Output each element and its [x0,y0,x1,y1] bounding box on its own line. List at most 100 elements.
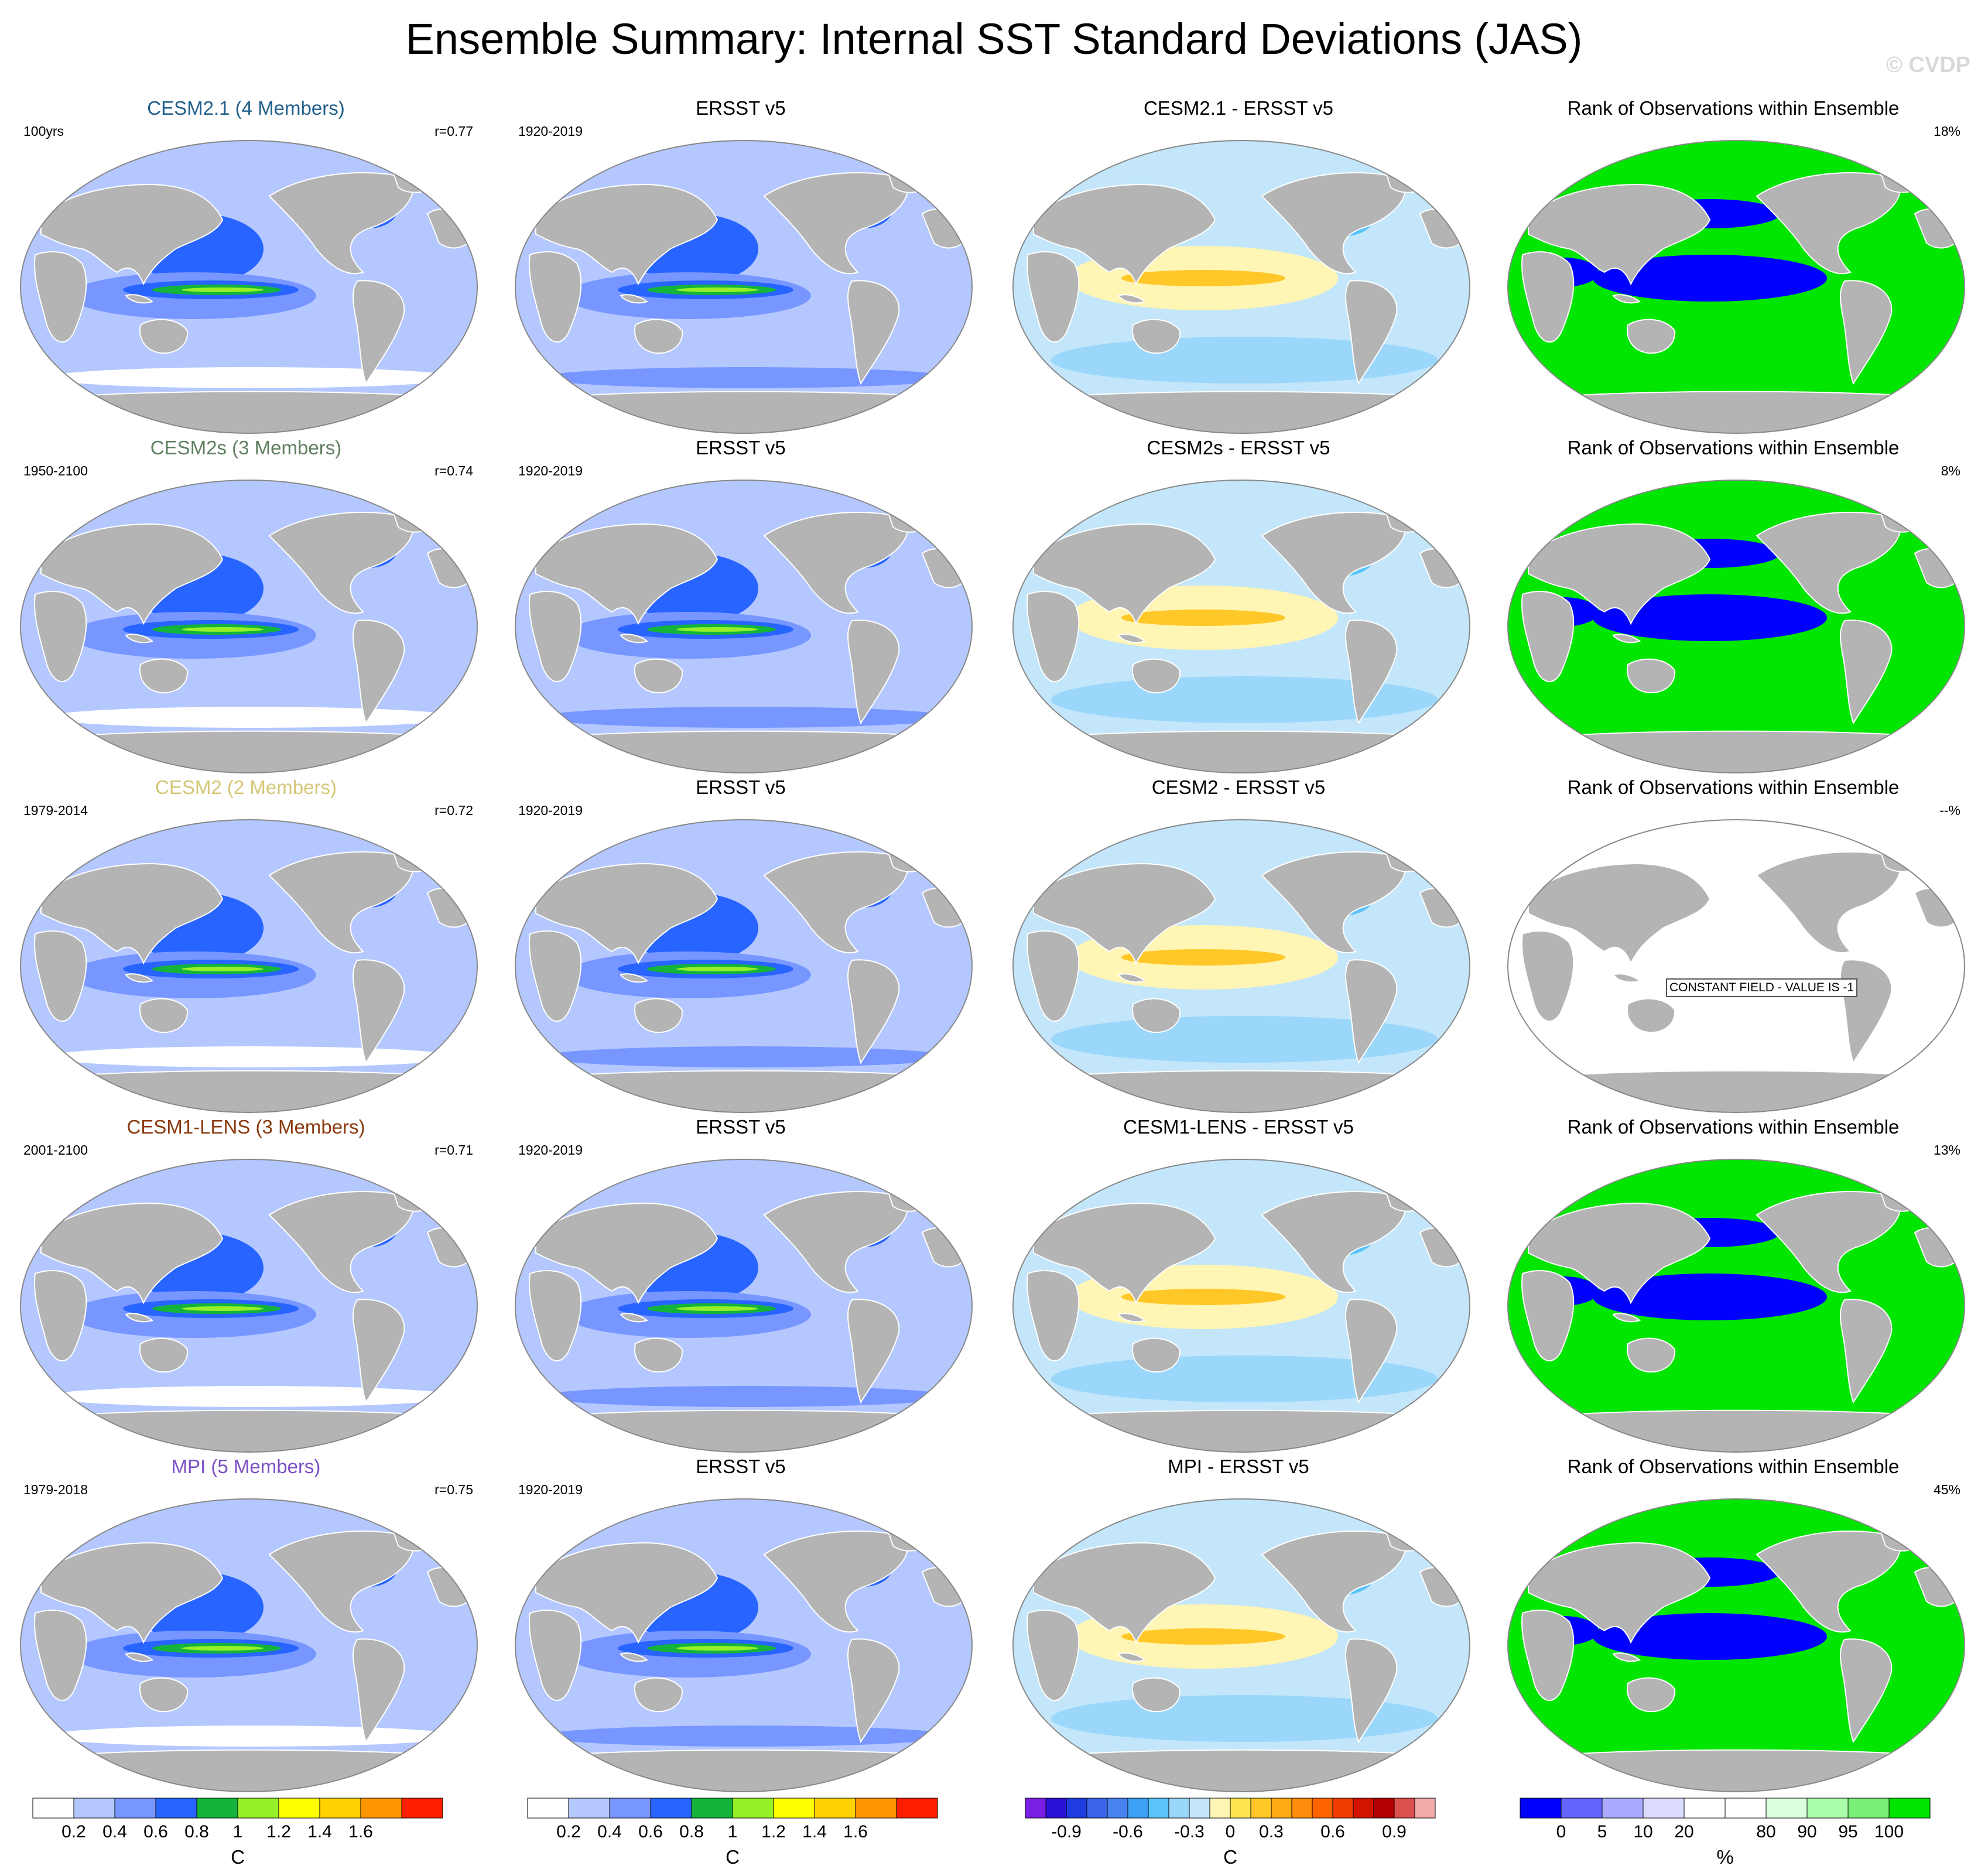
colorbar-swatches [1025,1798,1436,1819]
colorbar-swatch [73,1798,115,1819]
colorbar-tick-label: -0.6 [1113,1822,1143,1841]
colorbar-swatch [1189,1798,1210,1819]
model-panel-title: CESM1-LENS (3 Members) [126,1116,365,1138]
colorbar-swatch [1888,1798,1931,1819]
obs-panel-title: ERSST v5 [696,776,786,798]
pattern-correlation: r=0.77 [434,124,473,139]
colorbar-swatch [1025,1798,1046,1819]
panel-diff-row3: CESM2 - ERSST v5 [1004,776,1473,1113]
pattern-correlation: r=0.75 [434,1482,473,1497]
diff-panel-title: CESM2.1 - ERSST v5 [1144,97,1333,119]
colorbar-tick-label: -0.3 [1174,1822,1205,1841]
globe-outline [1012,819,1470,1113]
colorbar-swatch [1847,1798,1890,1819]
globe-outline [1012,480,1470,773]
colorbar-tick-label: 1.4 [307,1822,332,1841]
colorbar-swatch [773,1798,815,1819]
rank-map [1507,480,1965,773]
enso-anomaly [1121,949,1285,966]
colorbar-tick-label: 1.2 [761,1822,786,1841]
colorbar-swatch [1086,1798,1108,1819]
globe-outline [515,1159,973,1453]
globe-outline [515,480,973,773]
globe-outline [1507,140,1965,434]
colorbar-tick-label: 1 [727,1822,738,1841]
period-label: 1950-2100 [23,463,88,478]
colorbar-tick-label: 1.2 [266,1822,291,1841]
rank-percentage: 45% [1933,1482,1960,1497]
colorbar-swatch [1250,1798,1272,1819]
colorbar-unit: C [1223,1846,1237,1868]
panel-diff-row5: MPI - ERSST v5 [1004,1455,1473,1792]
colorbar-unit: C [231,1846,245,1868]
colorbar-stddev-obs: 0.2 0.4 0.6 0.8 1 1.2 1.4 1.6 C [527,1798,972,1868]
colorbar-swatch [1806,1798,1849,1819]
model-panel-title: CESM2 (2 Members) [155,776,337,798]
period-label: 1920-2019 [518,1142,583,1158]
colorbar-swatch [1312,1798,1333,1819]
colorbar-swatch [196,1798,238,1819]
rank-panel-title: Rank of Observations within Ensemble [1567,1456,1900,1477]
colorbar-swatch [1602,1798,1644,1819]
colorbar-tick-label: 0.4 [102,1822,127,1841]
panel-rank-row5: Rank of Observations within Ensemble 45% [1499,1455,1968,1792]
colorbar-tick-label: 0 [1556,1822,1566,1841]
colorbar-swatch [1414,1798,1436,1819]
enso-anomaly [1121,1628,1285,1645]
southern-ocean-band [47,1046,457,1067]
model-map [20,819,478,1113]
colorbar-swatch [527,1798,569,1819]
colorbar-swatch [1561,1798,1603,1819]
tropical-rank-low [1593,1613,1827,1660]
globe-outline [515,140,973,434]
period-label: 1920-2019 [518,463,583,478]
colorbar-swatches [527,1798,938,1819]
panel-rank-row3: Rank of Observations within Ensemble --% C… [1499,776,1968,1113]
obs-map [515,1498,973,1792]
colorbar-swatch [568,1798,610,1819]
colorbar-tick-label: 0.2 [556,1822,581,1841]
enso-band-inner [182,1306,264,1311]
period-label: 1979-2014 [23,803,88,818]
obs-panel-title: ERSST v5 [696,1456,786,1477]
globe-outline [20,1159,478,1453]
obs-map [515,480,973,773]
obs-panel-title: ERSST v5 [696,1116,786,1138]
colorbar-swatch [1127,1798,1149,1819]
rank-percentage: 18% [1933,124,1960,139]
colorbar-swatch [1520,1798,1562,1819]
diff-map [1012,140,1470,434]
southern-ocean-band [542,1726,952,1747]
colorbar-swatch [1066,1798,1087,1819]
panel-obs-row1: ERSST v5 1920-2019 [507,97,975,434]
southern-ocean-band [47,707,457,728]
globe-outline [1507,1159,1965,1453]
rank-map [1507,1498,1965,1792]
colorbar-swatch [814,1798,856,1819]
enso-band-inner [676,1646,758,1651]
colorbar-swatch [1643,1798,1685,1819]
panel-model-row1: CESM2.1 (4 Members) 100yrs r=0.77 [12,97,480,434]
rank-map [1507,1159,1965,1453]
colorbar-difference: -0.9 -0.6 -0.3 0 0.3 0.6 0.9 C [1025,1798,1470,1868]
period-label: 2001-2100 [23,1142,88,1158]
obs-panel-title: ERSST v5 [696,437,786,458]
enso-anomaly [1121,610,1285,626]
rank-percentage: 13% [1933,1142,1960,1158]
period-label: 1979-2018 [23,1482,88,1497]
colorbar-tick-label: 10 [1633,1822,1653,1841]
colorbar-swatches [32,1798,443,1819]
tropical-rank-low [1593,255,1827,302]
period-label: 1920-2019 [518,124,583,139]
model-panel-title: MPI (5 Members) [171,1456,321,1477]
colorbar-swatch [319,1798,361,1819]
colorbar-swatch [1332,1798,1354,1819]
colorbar-swatch [32,1798,74,1819]
panel-rank-row4: Rank of Observations within Ensemble 13% [1499,1115,1968,1453]
panel-obs-row5: ERSST v5 1920-2019 [507,1455,975,1792]
colorbar-tick-label: -0.9 [1051,1822,1082,1841]
colorbar-swatch [650,1798,692,1819]
panel-diff-row1: CESM2.1 - ERSST v5 [1004,97,1473,434]
southern-ocean-band [542,1046,952,1067]
rank-panel-title: Rank of Observations within Ensemble [1567,437,1900,458]
